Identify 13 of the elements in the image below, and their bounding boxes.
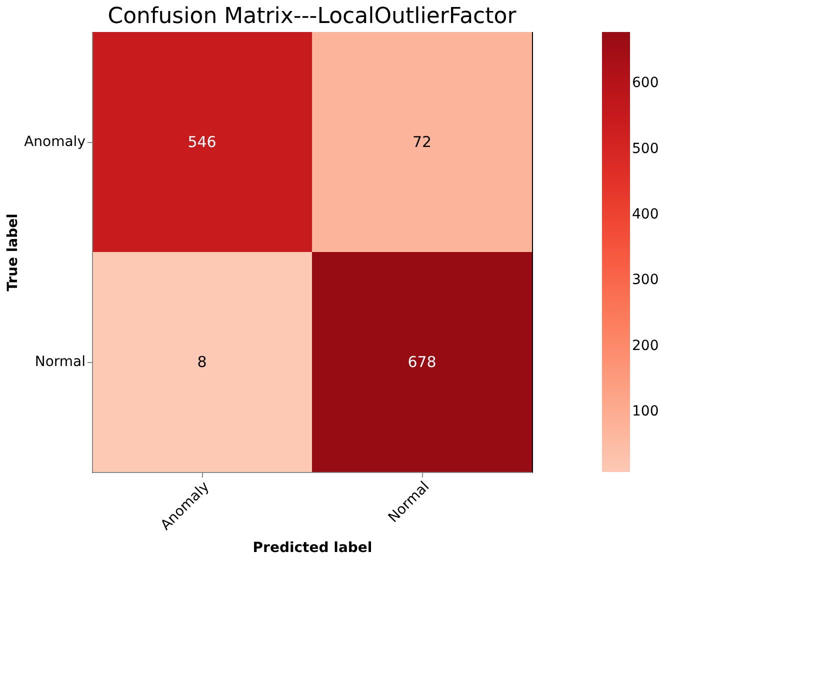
color-bar-label: 300 <box>632 272 659 288</box>
color-bar-label: 100 <box>632 404 659 420</box>
color-bar-label: 400 <box>632 206 659 223</box>
data-label: 546 <box>188 133 216 151</box>
data-label: 72 <box>412 133 432 151</box>
color-bar-label: 200 <box>632 338 659 354</box>
color-bar-label: 600 <box>632 75 659 92</box>
color-bar-label: 500 <box>632 140 659 157</box>
data-label: 678 <box>408 353 436 371</box>
chart-title: Confusion Matrix---LocalOutlierFactor <box>108 4 518 29</box>
data-label: 8 <box>197 353 207 371</box>
y-axis-title: True label <box>5 214 22 292</box>
x-axis-title: Predicted label <box>252 540 372 556</box>
